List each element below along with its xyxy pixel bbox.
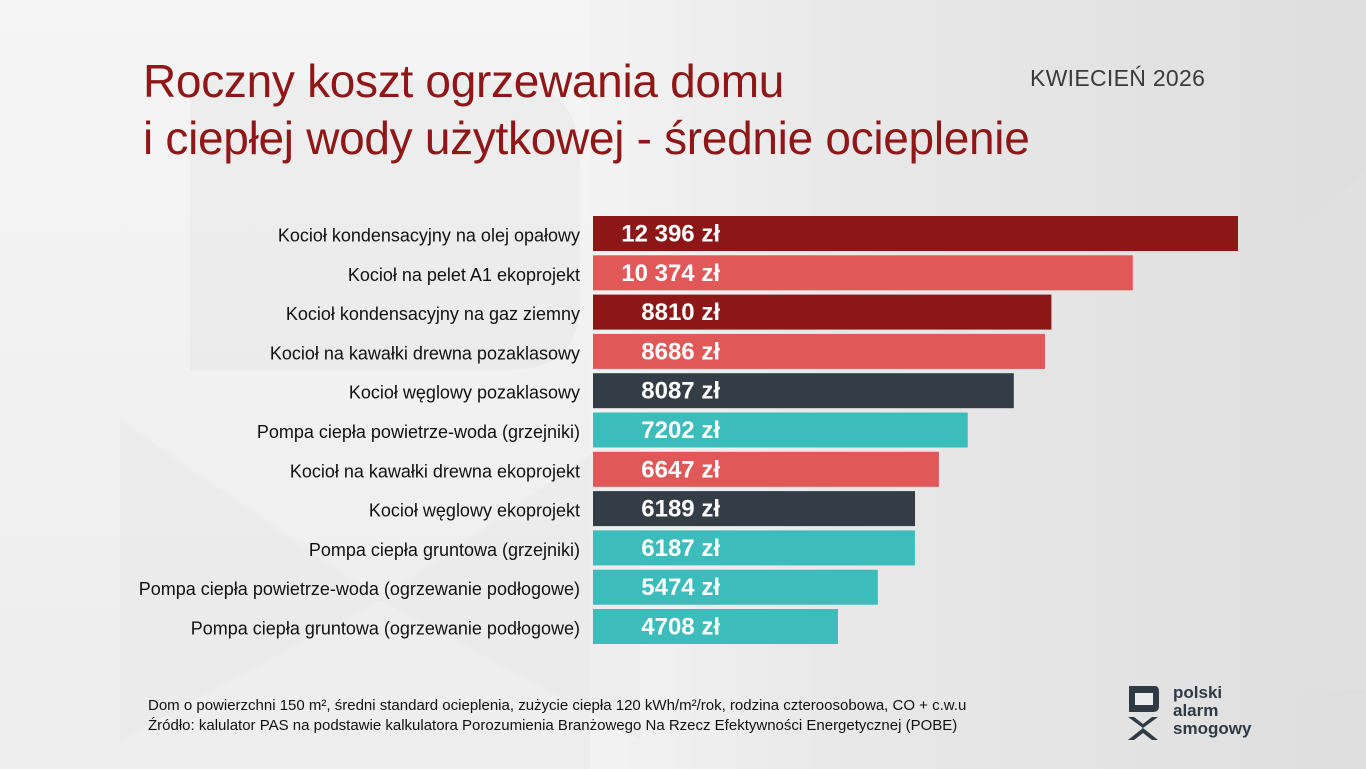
date-label: KWIECIEŃ 2026 [1030, 65, 1206, 91]
value-label-2: 10 374 zł [621, 260, 720, 287]
category-label-8: Kocioł węglowy ekoprojekt [369, 501, 580, 521]
logo-mark-icon [1128, 686, 1159, 740]
value-label-1: 12 396 zł [621, 221, 720, 248]
logo-word-polski: polski [1173, 683, 1223, 702]
bar-11 [593, 609, 838, 644]
bar-5 [593, 373, 1014, 409]
bar-10 [593, 569, 878, 605]
category-label-7: Kocioł na kawałki drewna ekoprojekt [290, 461, 580, 481]
footnote-source: Źródło: kalulator PAS na podstawie kalku… [148, 717, 958, 734]
background-panel [0, 0, 590, 769]
logo-word-smogowy: smogowy [1173, 719, 1252, 738]
value-label-5: 8087 zł [641, 378, 720, 405]
category-label-9: Pompa ciepła gruntowa (grzejniki) [309, 540, 580, 560]
value-label-10: 5474 zł [641, 574, 720, 601]
polski-alarm-smogowy-logo: polski alarm smogowy [1125, 684, 1285, 742]
logo-watermark-icon [120, 80, 640, 740]
footnote-assumptions: Dom o powierzchni 150 m², średni standar… [148, 697, 967, 714]
value-label-11: 4708 zł [641, 614, 720, 641]
page-title: Roczny koszt ogrzewania domu i ciepłej w… [143, 53, 1030, 167]
bar-4 [593, 333, 1045, 369]
category-label-6: Pompa ciepła powietrze-woda (grzejniki) [257, 422, 580, 442]
title-line-1: Roczny koszt ogrzewania domu [143, 55, 785, 107]
bar-7 [593, 451, 939, 487]
value-label-9: 6187 zł [641, 535, 720, 562]
category-label-4: Kocioł na kawałki drewna pozaklasowy [270, 343, 580, 363]
bar-6 [593, 412, 968, 448]
category-label-5: Kocioł węglowy pozaklasowy [349, 383, 580, 403]
value-label-7: 6647 zł [641, 456, 720, 483]
category-label-1: Kocioł kondensacyjny na olej opałowy [278, 226, 580, 246]
bar-3 [593, 294, 1052, 330]
watermark-edge-shape [1296, 170, 1366, 690]
category-label-2: Kocioł na pelet A1 ekoprojekt [348, 265, 580, 285]
category-label-3: Kocioł kondensacyjny na gaz ziemny [286, 304, 580, 324]
logo-word-alarm: alarm [1173, 701, 1219, 720]
bar-2 [593, 255, 1133, 291]
value-label-4: 8686 zł [641, 338, 720, 365]
value-label-6: 7202 zł [641, 417, 720, 444]
category-label-10: Pompa ciepła powietrze-woda (ogrzewanie … [139, 579, 580, 599]
bar-8 [593, 491, 916, 527]
logo-text: polski alarm smogowy [1173, 684, 1251, 738]
value-label-3: 8810 zł [641, 299, 720, 326]
title-line-2: i ciepłej wody użytkowej - średnie ociep… [143, 112, 1030, 164]
value-label-8: 6189 zł [641, 496, 720, 523]
bar-1 [593, 216, 1238, 251]
category-label-11: Pompa ciepła gruntowa (ogrzewanie podłog… [191, 619, 580, 639]
bar-9 [593, 530, 915, 566]
footnotes: Dom o powierzchni 150 m², średni standar… [148, 696, 966, 736]
